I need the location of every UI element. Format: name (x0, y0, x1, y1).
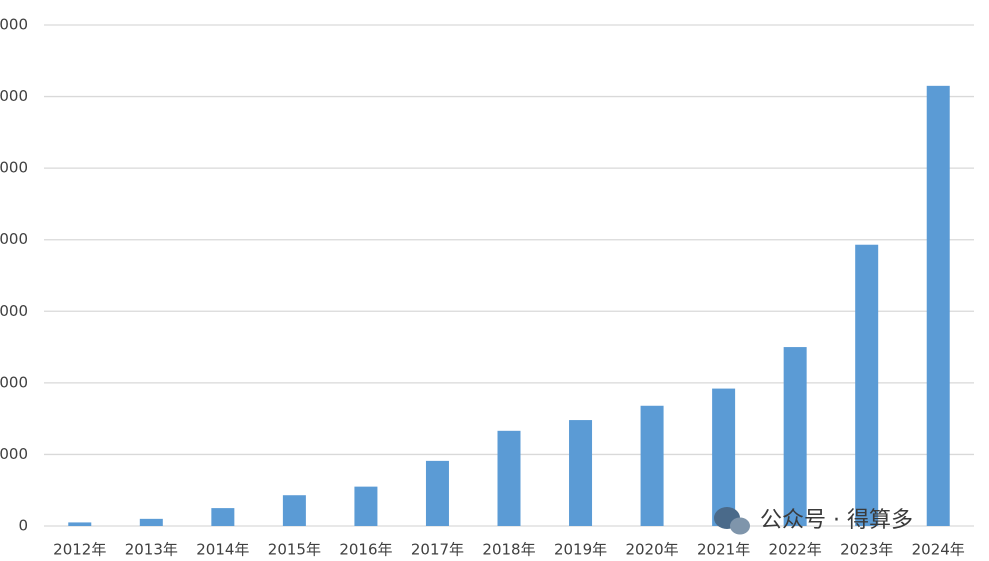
y-tick-label: 20000 (0, 373, 28, 391)
watermark: 公众号 · 得算多 (760, 508, 913, 533)
bar (783, 347, 807, 526)
watermark-icon (714, 507, 750, 535)
x-tick-label: 2022年 (769, 541, 822, 559)
y-tick-label: 70000 (0, 16, 28, 34)
bar (855, 244, 879, 526)
bar (282, 495, 306, 526)
y-tick-label: 0 (18, 517, 28, 535)
bar (425, 460, 449, 526)
x-tick-label: 2023年 (840, 541, 893, 559)
y-tick-label: 30000 (0, 302, 28, 320)
x-tick-label: 2017年 (411, 541, 464, 559)
y-tick-label: 60000 (0, 87, 28, 105)
x-tick-label: 2020年 (625, 541, 678, 559)
x-tick-label: 2024年 (912, 541, 965, 559)
bar (139, 518, 163, 526)
x-tick-label: 2016年 (339, 541, 392, 559)
x-tick-label: 2014年 (196, 541, 249, 559)
bar (68, 522, 92, 526)
bar (354, 486, 378, 526)
x-tick-label: 2019年 (554, 541, 607, 559)
bar (497, 430, 521, 526)
bar (640, 405, 664, 526)
bar (712, 388, 736, 526)
x-tick-label: 2013年 (125, 541, 178, 559)
bar (926, 85, 950, 526)
bar (211, 508, 235, 526)
y-tick-label: 50000 (0, 159, 28, 177)
x-tick-label: 2015年 (268, 541, 321, 559)
x-tick-label: 2012年 (53, 541, 106, 559)
x-tick-label: 2018年 (482, 541, 535, 559)
bar (569, 420, 593, 526)
x-tick-label: 2021年 (697, 541, 750, 559)
y-tick-label: 10000 (0, 445, 28, 463)
y-tick-label: 40000 (0, 230, 28, 248)
